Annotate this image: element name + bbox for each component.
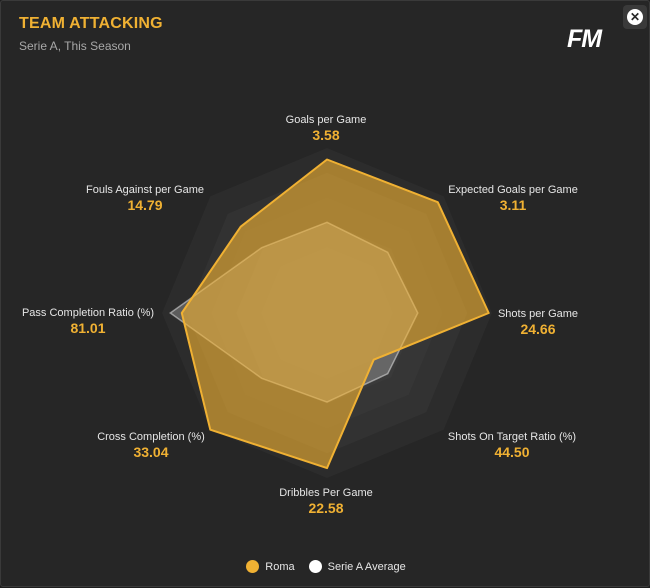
axis-value: 33.04: [133, 444, 168, 460]
axis-label: Cross Completion (%): [97, 431, 205, 443]
legend-label-serie-a-average: Serie A Average: [327, 560, 406, 573]
axis-label: Fouls Against per Game: [86, 184, 204, 196]
axis-label: Goals per Game: [286, 114, 367, 126]
axis-label: Dribbles Per Game: [279, 487, 373, 499]
panel-title: TEAM ATTACKING: [19, 15, 163, 32]
close-icon: ✕: [627, 9, 643, 25]
axis-label: Expected Goals per Game: [448, 184, 578, 196]
axis-value: 81.01: [70, 320, 105, 336]
axis-label: Pass Completion Ratio (%): [22, 307, 154, 319]
panel-subtitle: Serie A, This Season: [19, 39, 131, 53]
axis-value: 3.58: [312, 127, 339, 143]
axis-value: 44.50: [494, 444, 529, 460]
axis-value: 22.58: [308, 500, 343, 516]
axis-value: 3.11: [500, 197, 527, 213]
fm-logo: FM: [567, 25, 602, 53]
legend-item-serie-a-average[interactable]: Serie A Average: [308, 560, 406, 573]
legend-swatch-roma: [246, 560, 260, 573]
series-roma-area: [180, 158, 490, 470]
legend-label-roma: Roma: [265, 560, 295, 573]
close-button[interactable]: ✕: [623, 5, 647, 29]
axis-value: 14.79: [127, 197, 162, 213]
axis-value: 24.66: [520, 321, 555, 337]
axis-label: Shots On Target Ratio (%): [448, 431, 576, 443]
axis-label: Shots per Game: [498, 308, 578, 320]
legend-swatch-serie-a-average: [308, 560, 322, 573]
legend-item-roma[interactable]: Roma: [246, 560, 295, 573]
chart-legend: Roma Serie A Average: [1, 560, 650, 573]
